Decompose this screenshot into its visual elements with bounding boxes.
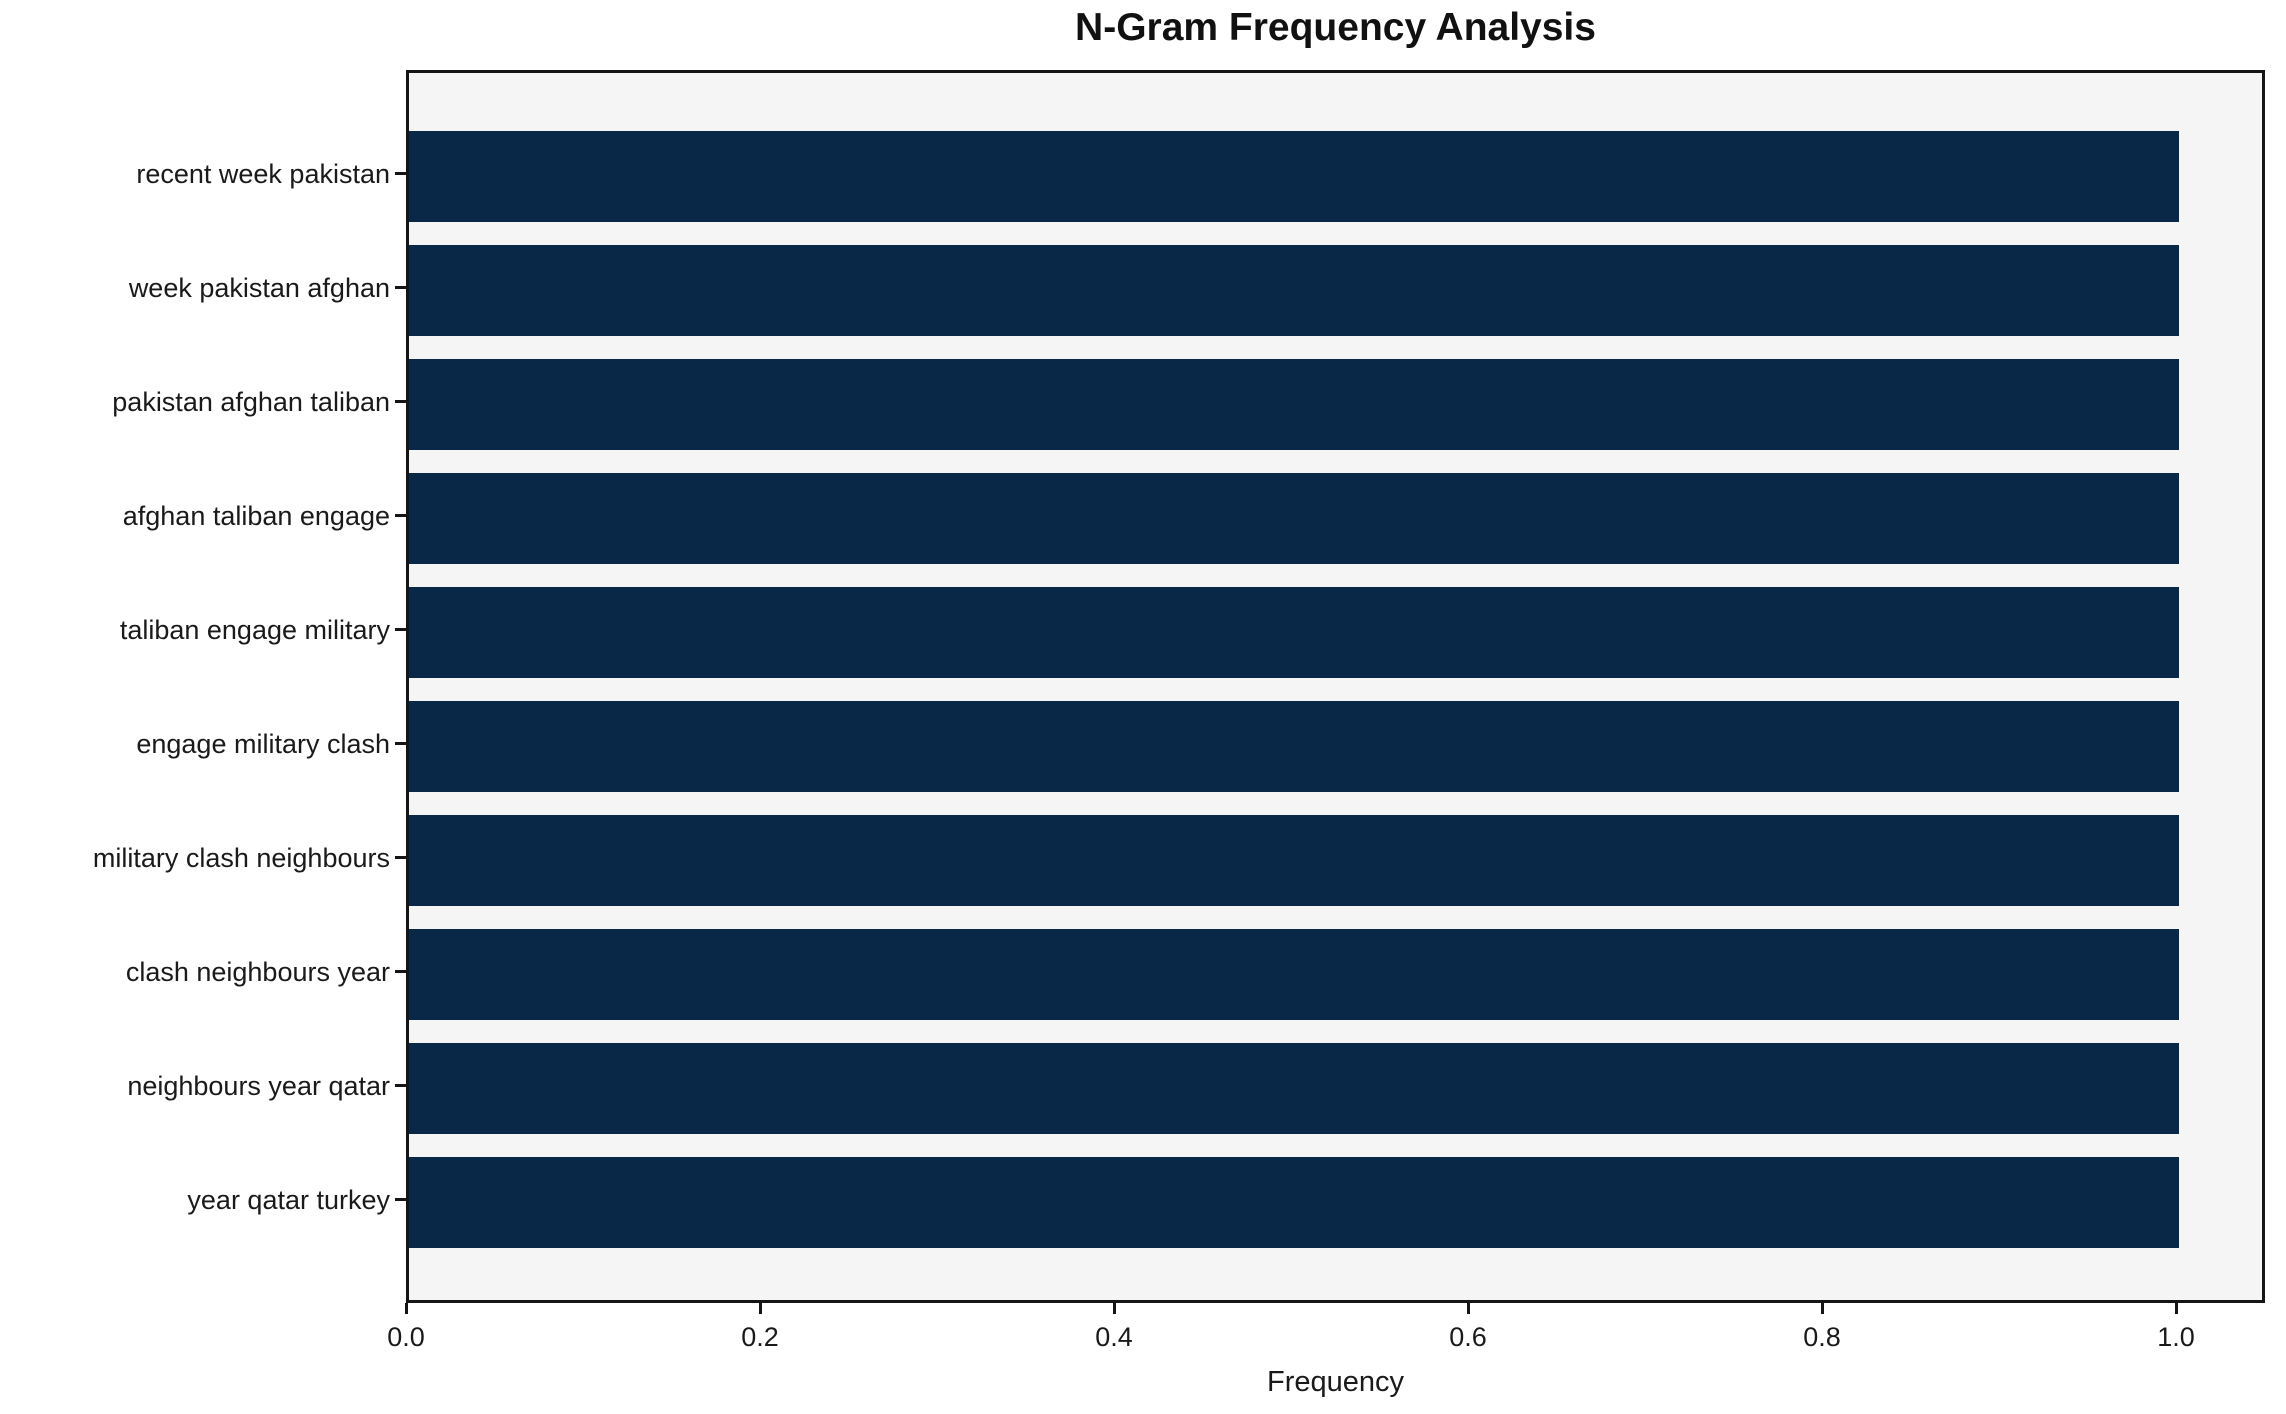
x-tick-label: 0.0 (387, 1322, 425, 1352)
y-tick-mark (395, 400, 406, 403)
y-tick-label: clash neighbours year (125, 957, 390, 987)
y-tick-label: engage military clash (136, 729, 390, 759)
y-tick-mark (395, 742, 406, 745)
x-tick-label: 0.8 (1803, 1322, 1841, 1352)
y-tick-label: year qatar turkey (187, 1185, 390, 1215)
bar-neighbours-year-qatar (409, 1043, 2179, 1134)
x-tick-mark (1467, 1303, 1470, 1314)
x-tick-mark (1113, 1303, 1116, 1314)
y-tick-mark (395, 628, 406, 631)
bar-year-qatar-turkey (409, 1157, 2179, 1248)
y-tick-mark (395, 286, 406, 289)
y-tick-mark (395, 1084, 406, 1087)
y-tick-label: week pakistan afghan (128, 273, 390, 303)
plot-area (406, 70, 2265, 1303)
bar-pakistan-afghan-taliban (409, 359, 2179, 450)
x-tick-mark (2175, 1303, 2178, 1314)
y-tick-mark (395, 514, 406, 517)
y-tick-mark (395, 1198, 406, 1201)
y-tick-mark (395, 970, 406, 973)
bar-week-pakistan-afghan (409, 245, 2179, 336)
y-tick-label: taliban engage military (119, 615, 390, 645)
bar-engage-military-clash (409, 701, 2179, 792)
x-axis-label: Frequency (1266, 1366, 1404, 1398)
x-tick-label: 0.4 (1095, 1322, 1133, 1352)
y-tick-label: recent week pakistan (136, 159, 390, 189)
bar-military-clash-neighbours (409, 815, 2179, 906)
bar-clash-neighbours-year (409, 929, 2179, 1020)
y-tick-label: afghan taliban engage (122, 501, 390, 531)
bar-afghan-taliban-engage (409, 473, 2179, 564)
bar-taliban-engage-military (409, 587, 2179, 678)
x-tick-label: 1.0 (2157, 1322, 2195, 1352)
x-tick-label: 0.6 (1449, 1322, 1487, 1352)
chart-title: N-Gram Frequency Analysis (1075, 6, 1596, 49)
y-tick-label: neighbours year qatar (127, 1071, 390, 1101)
y-tick-mark (395, 172, 406, 175)
y-tick-mark (395, 856, 406, 859)
x-tick-mark (759, 1303, 762, 1314)
x-tick-mark (1821, 1303, 1824, 1314)
x-tick-mark (405, 1303, 408, 1314)
bar-recent-week-pakistan (409, 131, 2179, 222)
y-tick-label: pakistan afghan taliban (112, 387, 390, 417)
x-tick-label: 0.2 (741, 1322, 779, 1352)
y-tick-label: military clash neighbours (92, 843, 390, 873)
